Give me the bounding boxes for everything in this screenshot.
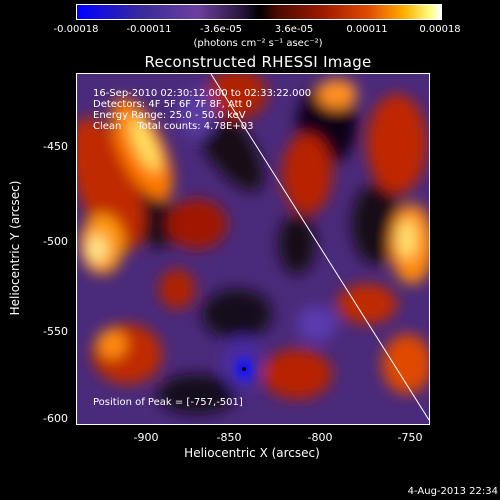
y-tick: -450 xyxy=(43,140,68,153)
info-energy-range: Energy Range: 25.0 - 50.0 keV xyxy=(93,110,246,121)
y-tick: -600 xyxy=(43,412,68,425)
x-tick: -850 xyxy=(216,431,242,444)
timestamp: 4-Aug-2013 22:34 xyxy=(407,486,498,497)
x-axis-label: Heliocentric X (arcsec) xyxy=(184,446,320,460)
image-title: Reconstructed RHESSI Image xyxy=(144,53,372,71)
y-tick: -550 xyxy=(43,325,68,338)
x-tick: -750 xyxy=(397,431,423,444)
y-tick: -500 xyxy=(43,235,68,248)
y-axis-label: Heliocentric Y (arcsec) xyxy=(8,180,22,316)
colorbar-tick: -0.00011 xyxy=(126,24,172,35)
colorbar-tick: -3.6e-05 xyxy=(200,24,242,35)
colorbar-unit: (photons cm⁻² s⁻¹ asec⁻²) xyxy=(193,38,323,49)
x-tick: -800 xyxy=(307,431,333,444)
image-plot: 16-Sep-2010 02:30:12.000 to 02:33:22.000… xyxy=(76,73,430,425)
info-counts: Clean Total counts: 4.78E+03 xyxy=(93,121,254,132)
info-time-range: 16-Sep-2010 02:30:12.000 to 02:33:22.000 xyxy=(93,88,312,99)
flux-map-image xyxy=(77,74,429,424)
x-tick: -900 xyxy=(133,431,159,444)
colorbar-tick: 0.00011 xyxy=(346,24,388,35)
info-detectors: Detectors: 4F 5F 6F 7F 8F, Att 0 xyxy=(93,99,253,110)
peak-position: Position of Peak = [-757,-501] xyxy=(93,397,243,408)
colorbar xyxy=(76,4,442,20)
colorbar-tick: 0.00018 xyxy=(419,24,461,35)
colorbar-tick: -0.00018 xyxy=(53,24,99,35)
colorbar-tick: 3.6e-05 xyxy=(274,24,314,35)
